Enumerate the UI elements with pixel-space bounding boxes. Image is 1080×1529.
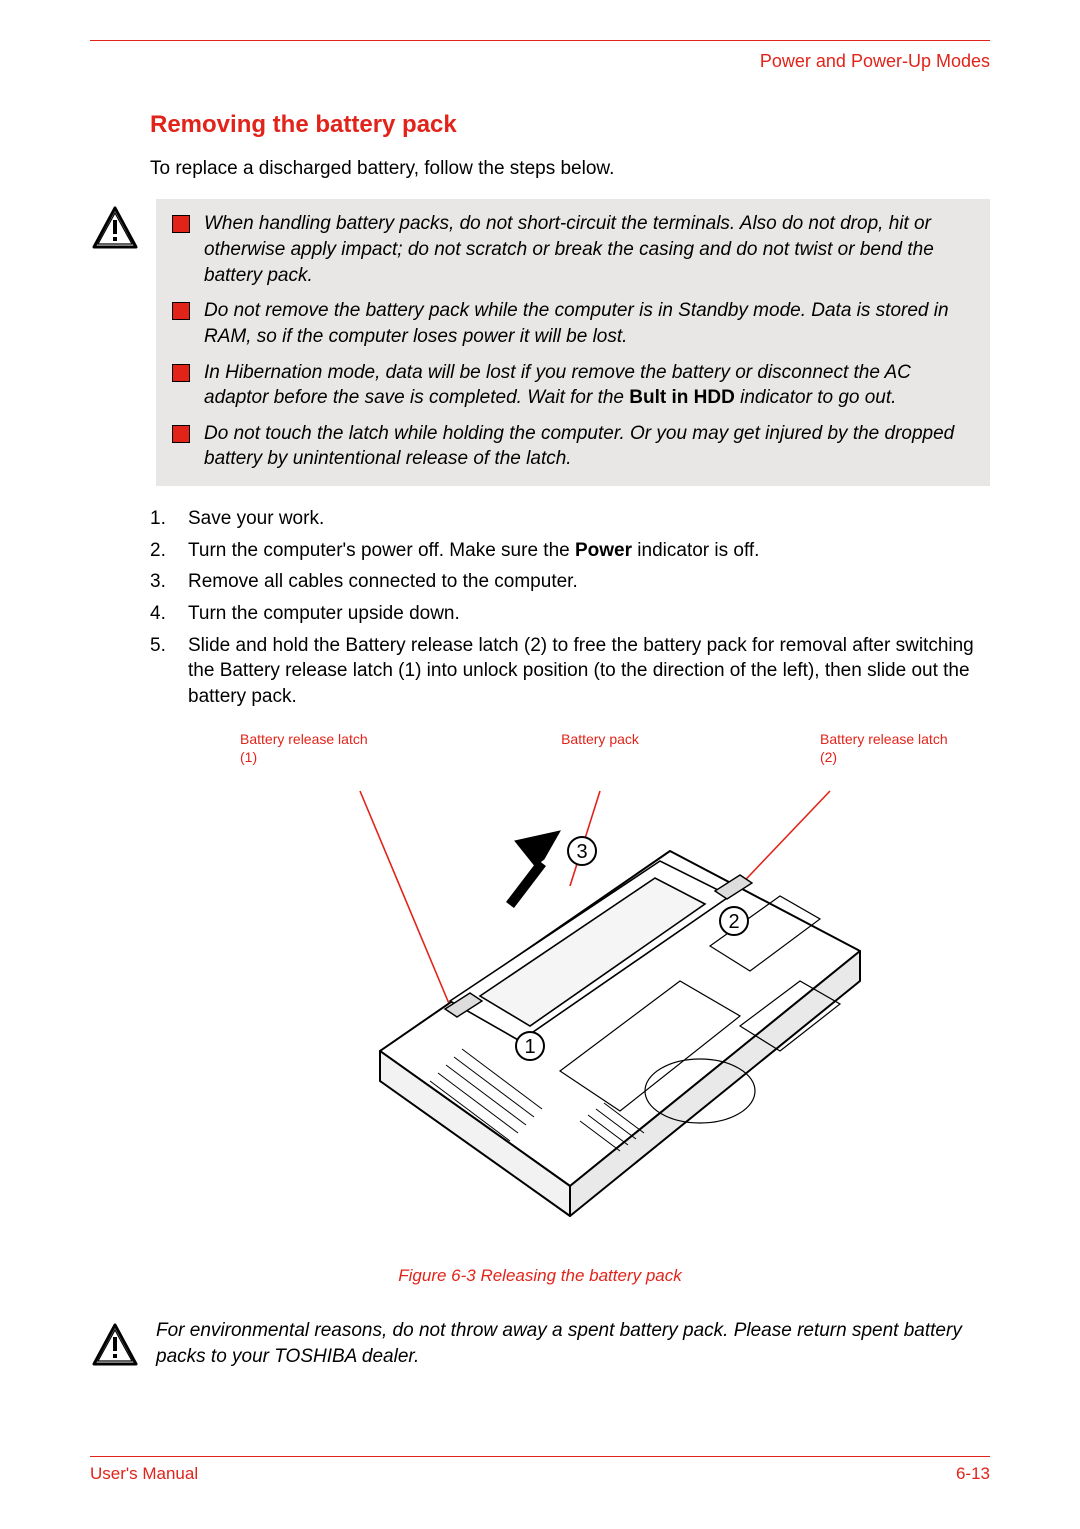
step-number: 1.	[150, 506, 178, 532]
warning-text: Do not remove the battery pack while the…	[204, 298, 974, 349]
bullet-icon	[172, 302, 190, 320]
laptop-bottom-diagram: 3 2 1	[260, 771, 920, 1251]
bullet-icon	[172, 215, 190, 233]
figure-label-center: Battery pack	[561, 730, 639, 768]
warning-text: Do not touch the latch while holding the…	[204, 421, 974, 472]
figure: Battery release latch (1) Battery pack B…	[210, 730, 970, 1252]
caution-icon	[90, 1322, 140, 1376]
step-item: 5. Slide and hold the Battery release la…	[150, 633, 990, 710]
step-text: Remove all cables connected to the compu…	[188, 569, 990, 595]
bullet-icon	[172, 364, 190, 382]
figure-label-right: Battery release latch (2)	[820, 730, 960, 768]
step-text: Save your work.	[188, 506, 990, 532]
header-section-title: Power and Power-Up Modes	[90, 49, 990, 73]
step-item: 3. Remove all cables connected to the co…	[150, 569, 990, 595]
callout-1: 1	[524, 1036, 535, 1058]
footer-left: User's Manual	[90, 1463, 198, 1486]
warning-text: In Hibernation mode, data will be lost i…	[204, 360, 974, 411]
step-number: 2.	[150, 538, 178, 564]
warning-item: In Hibernation mode, data will be lost i…	[172, 360, 974, 411]
step-number: 3.	[150, 569, 178, 595]
warning-block: When handling battery packs, do not shor…	[90, 199, 990, 486]
env-note-text: For environmental reasons, do not throw …	[156, 1316, 990, 1376]
warning-item: When handling battery packs, do not shor…	[172, 211, 974, 288]
step-number: 5.	[150, 633, 178, 710]
steps-list: 1. Save your work. 2. Turn the computer'…	[150, 506, 990, 709]
callout-3: 3	[576, 841, 587, 863]
step-text: Turn the computer upside down.	[188, 601, 990, 627]
section-heading: Removing the battery pack	[150, 109, 990, 141]
footer-right: 6-13	[956, 1463, 990, 1486]
callout-2: 2	[728, 911, 739, 933]
warning-item: Do not touch the latch while holding the…	[172, 421, 974, 472]
bullet-icon	[172, 425, 190, 443]
warning-item: Do not remove the battery pack while the…	[172, 298, 974, 349]
step-number: 4.	[150, 601, 178, 627]
figure-label-left: Battery release latch (1)	[240, 730, 380, 768]
figure-caption: Figure 6-3 Releasing the battery pack	[90, 1265, 990, 1288]
intro-text: To replace a discharged battery, follow …	[150, 156, 990, 182]
environmental-note: For environmental reasons, do not throw …	[90, 1316, 990, 1376]
step-item: 1. Save your work.	[150, 506, 990, 532]
step-item: 4. Turn the computer upside down.	[150, 601, 990, 627]
step-item: 2. Turn the computer's power off. Make s…	[150, 538, 990, 564]
caution-icon	[90, 205, 140, 486]
warning-text: When handling battery packs, do not shor…	[204, 211, 974, 288]
step-text: Turn the computer's power off. Make sure…	[188, 538, 990, 564]
step-text: Slide and hold the Battery release latch…	[188, 633, 990, 710]
